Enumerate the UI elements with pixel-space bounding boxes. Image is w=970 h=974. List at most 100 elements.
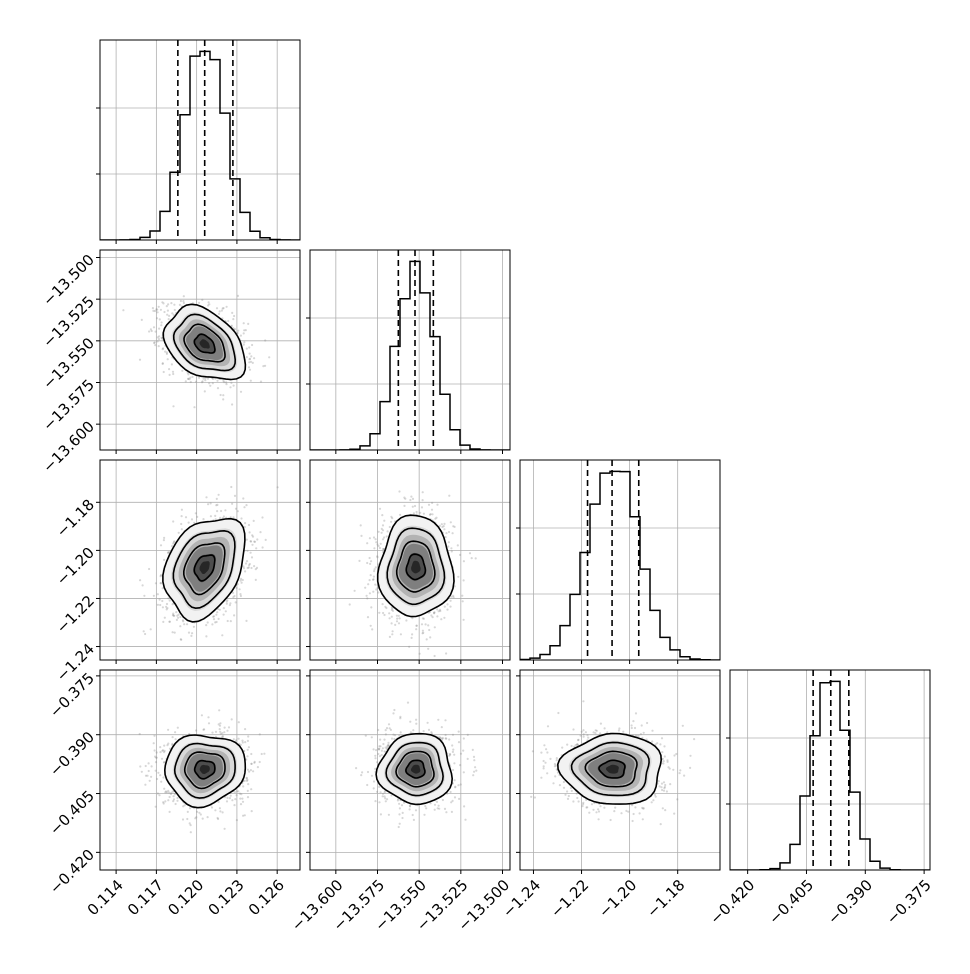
scatter-point [387, 744, 390, 747]
scatter-point [399, 633, 402, 636]
scatter-point [472, 755, 476, 759]
scatter-point [241, 741, 244, 744]
scatter-point [209, 384, 212, 387]
scatter-point [230, 485, 233, 489]
scatter-point [584, 731, 588, 734]
scatter-point [406, 701, 410, 704]
scatter-point [415, 628, 418, 631]
contour-line [385, 741, 444, 797]
scatter-point [452, 594, 455, 598]
scatter-point [409, 498, 412, 502]
scatter-point [421, 617, 424, 620]
scatter-point [414, 809, 418, 812]
scatter-point [206, 816, 209, 819]
scatter-point [361, 771, 364, 774]
scatter-point [459, 553, 462, 557]
contour-line [173, 742, 236, 799]
scatter-point [191, 375, 194, 378]
panel-0-0 [96, 39, 301, 244]
scatter-point [458, 797, 461, 801]
scatter-point [232, 384, 235, 387]
scatter-point [160, 780, 163, 783]
scatter-point [427, 624, 430, 627]
scatter-point [475, 769, 478, 772]
scatter-point [190, 634, 193, 638]
scatter-point [355, 767, 358, 770]
scatter-point [595, 811, 598, 814]
scatter-point [466, 757, 469, 761]
scatter-point [609, 818, 612, 822]
scatter-point [164, 790, 168, 793]
scatter-point [397, 622, 401, 625]
scatter-point [374, 583, 377, 586]
scatter-point [247, 366, 251, 369]
scatter-point [436, 807, 439, 810]
scatter-point [233, 791, 236, 794]
scatter-point [248, 531, 251, 534]
scatter-point [146, 774, 149, 777]
scatter-point [170, 302, 173, 305]
scatter-point [383, 536, 386, 539]
scatter-point [243, 779, 246, 783]
scatter-point [157, 338, 161, 341]
scatter-point [258, 760, 261, 764]
scatter-point [421, 629, 424, 632]
scatter-point [427, 728, 431, 732]
scatter-point [661, 807, 664, 810]
scatter-point [219, 722, 222, 725]
scatter-point [201, 298, 204, 301]
scatter-point [391, 630, 394, 633]
scatter-point [152, 742, 155, 745]
scatter-point [384, 605, 387, 608]
contours [162, 517, 246, 623]
scatter-point [161, 362, 164, 365]
scatter-point [442, 525, 445, 528]
scatter-point [381, 603, 384, 606]
scatter-point [450, 547, 453, 550]
scatter-point [207, 503, 210, 506]
scatter-point [158, 598, 161, 601]
contour-line [162, 517, 246, 623]
scatter-point [448, 494, 451, 497]
scatter-point [245, 776, 248, 780]
panel-frame [309, 669, 511, 871]
scatter-point [193, 521, 196, 524]
scatter-point [242, 785, 245, 788]
scatter-point [403, 504, 406, 507]
scatter-point [150, 329, 153, 333]
scatter-point [246, 755, 249, 758]
scatter-point [398, 807, 401, 810]
scatter-point [204, 379, 207, 382]
scatter-point [153, 309, 157, 313]
scatter-point [156, 603, 159, 606]
panel-content [310, 670, 510, 870]
scatter-point [449, 599, 452, 602]
scatter-point [216, 379, 219, 382]
scatter-point [161, 348, 164, 351]
scatter-point [244, 728, 247, 731]
scatter-point [664, 783, 667, 787]
scatter-point [216, 510, 219, 513]
scatter-point [399, 715, 402, 719]
scatter-point [184, 380, 187, 383]
scatter-point [251, 361, 254, 364]
xtick-label: 0.120 [164, 876, 207, 919]
scatter-point [378, 507, 382, 510]
scatter-point [457, 575, 460, 578]
scatter-point [214, 518, 217, 521]
scatter-point [387, 813, 390, 816]
xtick-label: 0.114 [84, 876, 127, 919]
scatter-point [369, 624, 372, 627]
scatter-point [422, 730, 425, 733]
scatter-point [383, 738, 386, 741]
panel-1-1 [306, 249, 511, 454]
scatter-point [384, 729, 387, 732]
histogram-0 [100, 50, 300, 240]
ytick-label: −0.420 [46, 846, 98, 898]
scatter-point [239, 334, 242, 337]
panel-1-0: −13.600−13.575−13.550−13.525−13.500 [39, 249, 301, 476]
scatter-point [433, 611, 436, 614]
scatter-point [659, 743, 662, 746]
scatter-point [168, 314, 171, 317]
xtick-label: −0.390 [824, 876, 876, 928]
